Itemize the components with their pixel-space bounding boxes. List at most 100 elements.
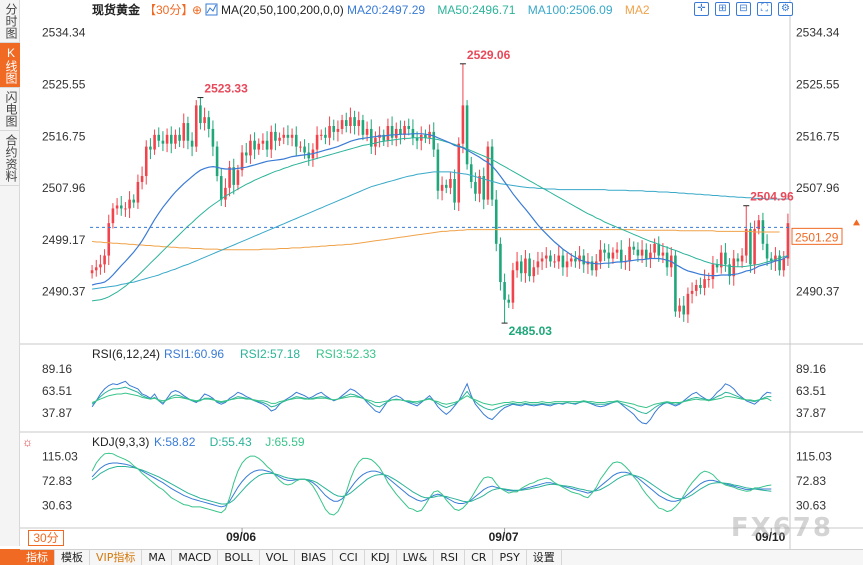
- rsi-ytick-left-2: 37.87: [42, 406, 72, 420]
- x-label-0: 09/06: [226, 530, 256, 544]
- annotation-label-2: 2485.03: [509, 324, 553, 338]
- side-tab-3[interactable]: 合约资料: [0, 131, 20, 186]
- settings-icon[interactable]: ⚙: [778, 2, 793, 16]
- toolbar-item-1[interactable]: 模板: [55, 550, 90, 565]
- candle-body: [144, 146, 148, 177]
- candle-body: [636, 249, 640, 256]
- toolbar-item-10[interactable]: LW&: [397, 550, 435, 565]
- candle-body: [611, 252, 615, 259]
- legend-ma100: MA100:2506.09: [528, 3, 613, 17]
- chart-area: 2534.34 2534.34 2525.55 2525.55 2516.75 2516.…: [20, 0, 863, 549]
- candle-body: [724, 252, 727, 265]
- toolbar-item-13[interactable]: PSY: [493, 550, 527, 565]
- candle-body: [519, 261, 523, 274]
- toolbar-item-4[interactable]: MACD: [172, 550, 219, 565]
- toolbar-item-9[interactable]: KDJ: [365, 550, 397, 565]
- candle-body: [249, 140, 252, 156]
- candle-body: [386, 126, 390, 141]
- candle-body: [315, 134, 319, 150]
- candle-body: [532, 267, 536, 277]
- candle-body: [253, 140, 256, 150]
- kdj-series-2: [91, 452, 772, 516]
- candle-body: [561, 255, 565, 268]
- chart-tools: ✛ ⊞ ⊟ ⛶ ⚙: [694, 2, 793, 16]
- fullscreen-icon[interactable]: ⛶: [757, 2, 772, 16]
- candle-body: [282, 134, 286, 138]
- candle-body: [303, 146, 306, 153]
- candle-body: [536, 261, 540, 268]
- x-label-1: 09/07: [489, 530, 519, 544]
- candle-body: [649, 252, 652, 259]
- candle-body: [699, 285, 702, 288]
- candle-body: [357, 120, 361, 126]
- toolbar-item-6[interactable]: VOL: [260, 550, 295, 565]
- candle-body: [678, 305, 681, 312]
- candle-body: [719, 252, 723, 268]
- candle-body: [682, 305, 686, 315]
- chart-title: 现货黄金: [92, 2, 141, 17]
- candle-body: [786, 223, 790, 259]
- crosshair-icon[interactable]: ✛: [694, 2, 709, 16]
- candle-body: [732, 258, 736, 277]
- candle-body: [161, 140, 165, 144]
- toolbar-item-14[interactable]: 设置: [527, 550, 562, 565]
- candle-body: [603, 249, 606, 253]
- kdj-legend-2: J:65.59: [265, 435, 305, 449]
- candle-body: [590, 261, 594, 271]
- candle-body: [165, 134, 169, 144]
- candle-body: [644, 249, 648, 259]
- toolbar-item-2[interactable]: VIP指标: [90, 550, 143, 565]
- toolbar-item-3[interactable]: MA: [142, 550, 173, 565]
- candle-body: [153, 134, 156, 150]
- candle-body: [524, 258, 527, 274]
- period-selector[interactable]: 30分: [28, 530, 64, 546]
- candle-body: [511, 270, 515, 303]
- candle-body: [124, 208, 127, 210]
- settings-toggle-icon: ⊕: [192, 3, 202, 17]
- candle-body: [544, 255, 548, 259]
- main-ytick-left-5: 2490.37: [42, 285, 86, 299]
- candle-body: [240, 152, 244, 171]
- candle-body: [115, 205, 119, 209]
- candle-body: [632, 246, 636, 250]
- candle-body: [349, 117, 352, 126]
- candle-body: [640, 249, 644, 256]
- candle-body: [515, 261, 519, 271]
- toolbar-item-5[interactable]: BOLL: [218, 550, 260, 565]
- rsi-title: RSI(6,12,24): [92, 347, 160, 361]
- rsi-ytick-left-0: 89.16: [42, 362, 72, 376]
- candle-body: [482, 176, 486, 200]
- kdj-ytick-right-0: 115.03: [796, 450, 832, 464]
- toolbar-item-0[interactable]: 指标: [20, 550, 55, 565]
- toolbar-item-12[interactable]: CR: [465, 550, 494, 565]
- candle-body: [344, 120, 348, 126]
- candle-body: [553, 261, 556, 263]
- candle-body: [690, 290, 694, 294]
- candle-body: [528, 258, 531, 277]
- main-ytick-right-2: 2516.75: [796, 129, 840, 143]
- annotation-label-3: 2504.96: [750, 190, 794, 204]
- zoom-out-icon[interactable]: ⊟: [736, 2, 751, 16]
- main-ytick-right-0: 2534.34: [796, 26, 840, 40]
- candle-body: [299, 146, 302, 148]
- candle-body: [328, 126, 331, 138]
- toolbar-item-7[interactable]: BIAS: [295, 550, 334, 565]
- candle-body: [615, 249, 619, 253]
- candle-body: [432, 131, 436, 150]
- candle-body: [107, 223, 111, 256]
- ma200-line: [92, 229, 780, 251]
- zoom-in-icon[interactable]: ⊞: [715, 2, 730, 16]
- ma50-line: [92, 137, 789, 302]
- candle-body: [778, 255, 781, 271]
- main-ytick-right-5: 2490.37: [796, 285, 840, 299]
- toolbar-item-8[interactable]: CCI: [333, 550, 365, 565]
- candle-body: [128, 199, 131, 209]
- side-tab-2[interactable]: 闪电图: [0, 88, 20, 131]
- main-ytick-right-3: 2507.96: [796, 181, 840, 195]
- candle-body: [290, 134, 294, 138]
- candle-body: [736, 258, 740, 262]
- side-tab-1[interactable]: K线图: [0, 43, 20, 88]
- side-tab-0[interactable]: 分时图: [0, 0, 20, 43]
- toolbar-item-11[interactable]: RSI: [434, 550, 466, 565]
- price-alert-icon: [853, 219, 860, 226]
